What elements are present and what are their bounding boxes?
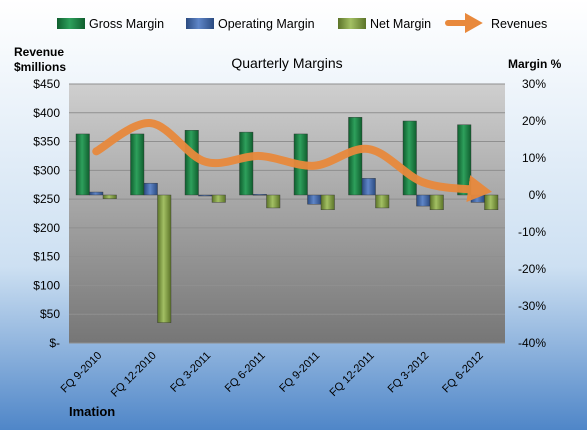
legend-label-gross-margin: Gross Margin bbox=[89, 17, 164, 31]
chart-title: Quarterly Margins bbox=[231, 55, 342, 71]
legend-swatch-gross-margin bbox=[57, 18, 85, 29]
left-tick-label: $150 bbox=[33, 250, 60, 264]
bar-gross-margin bbox=[239, 131, 254, 196]
left-axis-ticks: $450 $400 $350 $300 $250 $200 $150 $100 $50 $- bbox=[33, 77, 60, 350]
bar-net-margin bbox=[429, 194, 444, 211]
left-tick-label: $50 bbox=[40, 307, 60, 321]
right-tick-label: 30% bbox=[522, 77, 546, 91]
left-axis-title-line2: $millions bbox=[14, 60, 66, 74]
bar-gross-margin bbox=[457, 124, 472, 196]
bar-operating-margin bbox=[143, 182, 158, 196]
bar-gross-margin bbox=[130, 133, 145, 196]
bar-operating-margin bbox=[307, 194, 322, 205]
bar-operating-margin bbox=[416, 194, 431, 207]
right-tick-label: -30% bbox=[518, 299, 546, 313]
bar-net-margin bbox=[102, 194, 117, 199]
bar-operating-margin bbox=[361, 178, 376, 196]
left-tick-label: $100 bbox=[33, 278, 60, 292]
right-tick-label: -10% bbox=[518, 225, 546, 239]
left-tick-label: $200 bbox=[33, 221, 60, 235]
right-axis-title: Margin % bbox=[508, 57, 562, 71]
bar-gross-margin bbox=[402, 120, 417, 196]
right-tick-label: 20% bbox=[522, 114, 546, 128]
bar-operating-margin bbox=[252, 194, 267, 196]
bar-net-margin bbox=[320, 194, 335, 211]
left-tick-label: $350 bbox=[33, 135, 60, 149]
legend: Gross Margin Operating Margin Net Margin… bbox=[57, 12, 547, 34]
bar-net-margin bbox=[266, 194, 281, 209]
right-tick-label: 10% bbox=[522, 151, 546, 165]
revenue-line bbox=[92, 119, 493, 203]
bar-net-margin bbox=[484, 194, 499, 211]
bars bbox=[75, 117, 499, 323]
right-tick-label: -20% bbox=[518, 262, 546, 276]
legend-label-operating-margin: Operating Margin bbox=[218, 17, 315, 31]
bar-gross-margin bbox=[75, 133, 90, 196]
left-tick-label: $- bbox=[49, 336, 60, 350]
bar-gross-margin bbox=[184, 130, 199, 196]
right-tick-label: -40% bbox=[518, 336, 546, 350]
legend-label-revenues: Revenues bbox=[491, 17, 547, 31]
left-axis-title-line1: Revenue bbox=[14, 45, 64, 59]
bar-operating-margin bbox=[198, 194, 213, 197]
left-tick-label: $450 bbox=[33, 77, 60, 91]
bar-net-margin bbox=[375, 194, 390, 209]
right-axis-ticks: 30% 20% 10% 0% -10% -20% -30% -40% bbox=[518, 77, 546, 350]
bar-operating-margin bbox=[470, 194, 485, 203]
left-tick-label: $300 bbox=[33, 163, 60, 177]
legend-swatch-net-margin bbox=[338, 18, 366, 29]
legend-label-net-margin: Net Margin bbox=[370, 17, 431, 31]
bar-net-margin bbox=[157, 194, 172, 323]
right-tick-label: 0% bbox=[529, 188, 547, 202]
company-label: Imation bbox=[69, 404, 115, 419]
bar-operating-margin bbox=[89, 191, 104, 196]
bar-net-margin bbox=[211, 194, 226, 203]
left-tick-label: $250 bbox=[33, 192, 60, 206]
legend-swatch-operating-margin bbox=[186, 18, 214, 29]
gridlines bbox=[69, 83, 505, 344]
revenue-line-group bbox=[92, 119, 493, 203]
left-tick-label: $400 bbox=[33, 106, 60, 120]
